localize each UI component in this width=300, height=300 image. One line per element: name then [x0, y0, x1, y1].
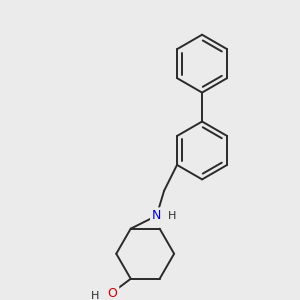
- Text: N: N: [152, 209, 161, 222]
- Text: H: H: [91, 291, 99, 300]
- Text: H: H: [168, 211, 177, 221]
- Text: O: O: [108, 287, 117, 300]
